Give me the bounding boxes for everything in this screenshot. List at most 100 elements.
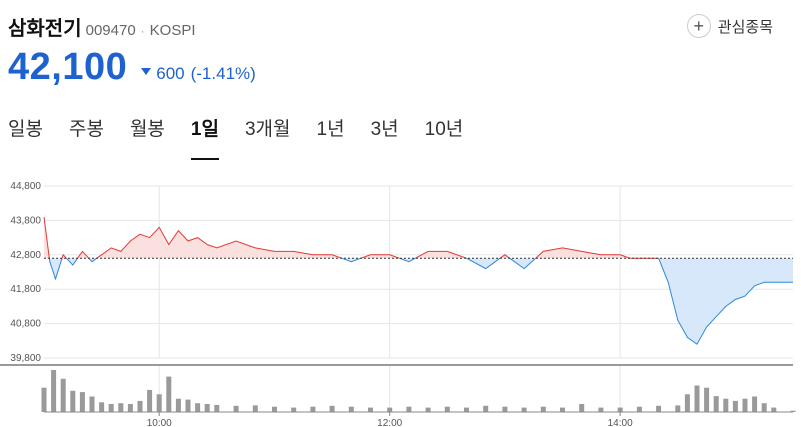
down-price-line bbox=[66, 257, 79, 266]
volume-bar bbox=[444, 406, 450, 412]
volume-bar bbox=[89, 396, 95, 412]
up-area bbox=[535, 247, 659, 259]
volume-bar bbox=[598, 407, 604, 412]
volume-bar bbox=[137, 400, 143, 412]
tab-monthly[interactable]: 월봉 bbox=[129, 119, 165, 140]
x-tick-label: 12:00 bbox=[377, 418, 402, 427]
volume-bar bbox=[147, 389, 153, 412]
tab-daily[interactable]: 일봉 bbox=[8, 119, 43, 140]
volume-bar bbox=[675, 405, 681, 412]
down-price-line bbox=[466, 257, 501, 270]
volume-bar bbox=[540, 406, 546, 412]
volume-bar bbox=[694, 385, 700, 412]
tab-3years[interactable]: 3년 bbox=[370, 119, 399, 140]
up-price-line bbox=[77, 250, 90, 259]
stock-code: 009470 bbox=[85, 22, 136, 39]
volume-bar bbox=[656, 405, 662, 412]
volume-bar bbox=[483, 405, 489, 412]
up-price-line bbox=[96, 226, 342, 259]
volume-bar bbox=[79, 392, 85, 412]
y-tick-label: 42,800 bbox=[10, 250, 41, 261]
down-price-line bbox=[341, 257, 362, 263]
volume-bar bbox=[617, 407, 623, 412]
tab-1day[interactable]: 1일 bbox=[190, 114, 220, 160]
volume-bar bbox=[560, 407, 565, 412]
separator-dot: · bbox=[140, 24, 145, 38]
volume-bar bbox=[118, 403, 124, 412]
volume-bar bbox=[713, 396, 719, 412]
volume-bar bbox=[790, 410, 796, 412]
down-area bbox=[658, 258, 793, 345]
volume-bar bbox=[272, 406, 277, 412]
stock-name: 삼화전기 bbox=[8, 18, 82, 40]
y-tick-label: 41,800 bbox=[10, 284, 41, 295]
current-price: 42,100 bbox=[8, 46, 128, 88]
volume-bar bbox=[579, 404, 585, 412]
volume-bar bbox=[387, 407, 393, 412]
volume-bar bbox=[214, 404, 220, 412]
up-price-line bbox=[415, 250, 467, 259]
volume-bar bbox=[127, 404, 133, 412]
x-tick-label: 14:00 bbox=[608, 418, 633, 427]
y-tick-label: 43,800 bbox=[10, 215, 41, 226]
volume-bar bbox=[502, 406, 508, 412]
down-area bbox=[341, 258, 361, 262]
volume-bar bbox=[51, 370, 57, 412]
volume-bar bbox=[99, 402, 105, 412]
volume-bar bbox=[233, 405, 239, 412]
volume-bar bbox=[252, 405, 258, 412]
volume-bar bbox=[732, 400, 738, 412]
volume-bar bbox=[464, 407, 469, 412]
y-tick-label: 44,800 bbox=[10, 181, 41, 192]
up-area bbox=[415, 251, 467, 259]
tab-3months[interactable]: 3개월 bbox=[244, 119, 291, 140]
y-tick-label: 39,800 bbox=[10, 353, 41, 364]
volume-bar bbox=[752, 396, 758, 412]
plus-icon: + bbox=[686, 14, 711, 38]
up-area bbox=[96, 227, 342, 259]
volume-bar bbox=[521, 407, 527, 412]
volume-bar bbox=[742, 398, 748, 412]
volume-bar bbox=[185, 399, 191, 412]
volume-bar bbox=[60, 378, 66, 412]
price-change: 600 bbox=[156, 64, 185, 83]
up-area bbox=[360, 254, 400, 259]
down-price-line bbox=[88, 257, 98, 263]
volume-bar bbox=[156, 394, 162, 412]
tab-10years[interactable]: 10년 bbox=[424, 119, 464, 140]
volume-bar bbox=[41, 387, 47, 412]
y-tick-label: 40,800 bbox=[10, 319, 41, 330]
down-triangle-icon bbox=[141, 68, 152, 75]
up-price-line bbox=[61, 253, 67, 259]
watchlist-label: 관심종목 bbox=[717, 18, 773, 36]
volume-bar bbox=[406, 406, 412, 412]
volume-bar bbox=[204, 404, 210, 412]
tab-1year[interactable]: 1년 bbox=[316, 119, 345, 140]
down-area bbox=[466, 258, 501, 269]
down-price-line bbox=[48, 258, 63, 281]
volume-bar bbox=[175, 398, 181, 412]
period-tabs: 일봉 주봉 월봉 1일 3개월 1년 3년 10년 bbox=[8, 114, 489, 160]
down-area bbox=[49, 258, 63, 279]
up-price-line bbox=[360, 254, 400, 259]
volume-bar bbox=[425, 407, 431, 412]
intraday-chart[interactable]: 44,800 43,800 42,800 41,800 40,800 39,800 10:0… bbox=[0, 170, 801, 427]
up-price-line bbox=[43, 216, 50, 259]
volume-bar bbox=[348, 406, 354, 412]
price-change-percent: (-1.41%) bbox=[190, 64, 256, 83]
volume-bar bbox=[723, 398, 729, 412]
down-price-line bbox=[509, 257, 537, 270]
volume-bar bbox=[310, 406, 316, 412]
up-area bbox=[77, 251, 89, 259]
down-area bbox=[399, 258, 416, 262]
volume-bar bbox=[761, 403, 767, 412]
tab-weekly[interactable]: 주봉 bbox=[68, 119, 104, 140]
stock-header: 삼화전기 009470 · KOSPI bbox=[8, 12, 196, 40]
volume-bar bbox=[771, 407, 777, 412]
up-area bbox=[500, 254, 510, 259]
up-price-line bbox=[499, 254, 510, 259]
down-price-line bbox=[399, 257, 416, 263]
volume-bar bbox=[166, 376, 172, 412]
volume-bar bbox=[291, 407, 297, 412]
add-watchlist-button[interactable]: + 관심종목 bbox=[686, 14, 773, 38]
